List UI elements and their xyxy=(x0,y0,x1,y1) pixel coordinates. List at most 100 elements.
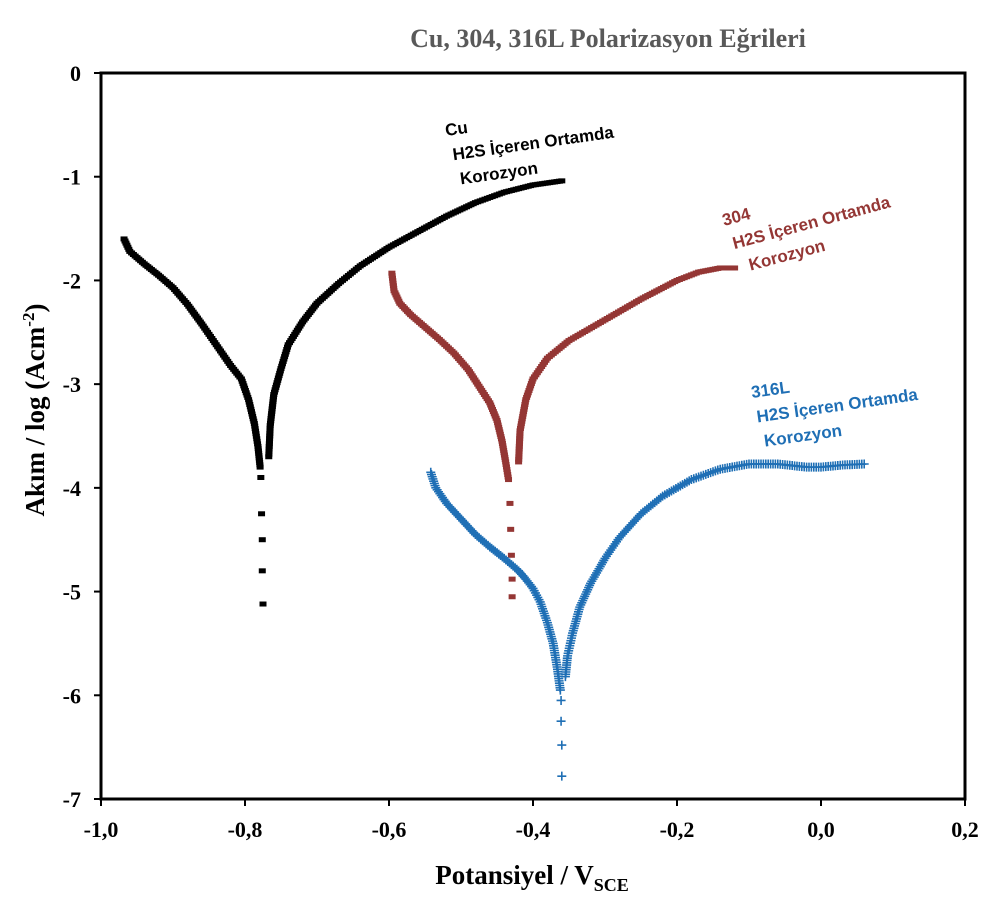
data-point xyxy=(504,474,512,480)
annotation-line: Korozyon xyxy=(763,421,843,451)
data-point xyxy=(515,454,523,460)
data-point xyxy=(266,430,274,436)
x-tick-label: -0,4 xyxy=(516,817,551,842)
data-point xyxy=(555,685,565,695)
data-point xyxy=(557,740,567,750)
data-point xyxy=(252,433,260,439)
data-point xyxy=(265,441,273,447)
y-axis-label-group: Akım / log (Acm-2) xyxy=(19,304,50,517)
data-point xyxy=(252,431,260,437)
data-point xyxy=(389,278,397,284)
y-axis-label: Akım / log (Acm-2) xyxy=(19,304,50,517)
data-point xyxy=(508,594,516,600)
data-point xyxy=(250,421,258,427)
data-point xyxy=(507,552,515,558)
data-point xyxy=(515,441,523,447)
data-point xyxy=(266,425,274,431)
data-point xyxy=(515,449,523,455)
y-tick-label: -6 xyxy=(63,683,81,708)
series-Cu xyxy=(120,178,566,607)
y-tick-label: 0 xyxy=(70,61,81,86)
data-point xyxy=(266,428,274,434)
data-point xyxy=(503,469,511,475)
data-point xyxy=(254,441,262,447)
data-point xyxy=(505,477,513,483)
data-point xyxy=(578,596,588,606)
x-tick-label: -1,0 xyxy=(84,817,119,842)
data-point xyxy=(516,433,524,439)
y-axis-label-close: ) xyxy=(20,304,50,313)
annotation-line: Cu xyxy=(444,118,469,140)
data-point xyxy=(731,265,739,271)
data-point xyxy=(389,280,397,286)
data-point xyxy=(579,593,589,603)
data-point xyxy=(507,526,515,532)
x-tick-label: -0,2 xyxy=(660,817,695,842)
chart-title: Cu, 304, 316L Polarizasyon Eğrileri xyxy=(410,24,806,53)
data-point xyxy=(575,602,585,612)
data-point xyxy=(253,436,261,442)
data-point xyxy=(583,585,593,595)
data-point xyxy=(557,771,567,781)
data-point xyxy=(516,436,524,442)
data-point xyxy=(515,456,523,462)
data-point xyxy=(516,438,524,444)
data-point xyxy=(252,428,260,434)
y-tick-label: -1 xyxy=(63,165,81,190)
data-point xyxy=(506,500,514,506)
y-tick-label: -7 xyxy=(63,787,81,812)
y-tick-label: -4 xyxy=(63,476,81,501)
data-point xyxy=(580,591,590,601)
data-point xyxy=(259,601,267,607)
data-point xyxy=(581,589,591,599)
data-point xyxy=(503,466,511,472)
data-point xyxy=(558,178,566,184)
data-point xyxy=(502,459,510,465)
data-point xyxy=(508,576,516,582)
y-axis-label-superscript: -2 xyxy=(19,313,38,327)
data-point xyxy=(504,472,512,478)
annotation-line: 304 xyxy=(720,204,753,230)
data-point xyxy=(265,449,273,455)
y-tick-label: -3 xyxy=(63,372,81,397)
series-304 xyxy=(388,265,739,600)
y-axis-label-main: Akım / log (Acm xyxy=(20,326,50,516)
data-point xyxy=(556,695,566,705)
y-tick-label: -5 xyxy=(63,580,81,605)
data-point xyxy=(584,583,594,593)
data-point xyxy=(253,438,261,444)
data-point xyxy=(258,511,266,517)
data-point xyxy=(258,537,266,543)
x-axis-label-main: Potansiyel / V xyxy=(435,860,594,890)
y-tick-label: -2 xyxy=(63,268,81,293)
data-point xyxy=(251,423,259,429)
x-tick-label: -0,8 xyxy=(228,817,263,842)
annotation-line: H2S İçeren Ortamda xyxy=(451,123,615,165)
axis-ticks: -1,0 -0,8 -0,6 -0,4 -0,2 0,0 0,2 0 -1 -2 -3 -4 -5 -6 -… xyxy=(63,61,979,842)
x-tick-label: -0,6 xyxy=(372,817,407,842)
annotation-line: 316L xyxy=(750,378,791,402)
data-point xyxy=(265,451,273,457)
data-point xyxy=(556,716,566,726)
data-point xyxy=(388,273,396,279)
series-316L xyxy=(426,459,869,781)
x-axis-label: Potansiyel / VSCE xyxy=(435,860,629,895)
data-point xyxy=(515,446,523,452)
data-point xyxy=(390,285,398,291)
data-point xyxy=(576,600,586,610)
data-point xyxy=(266,433,274,439)
data-point xyxy=(585,580,595,590)
data-point xyxy=(265,438,273,444)
data-series xyxy=(120,178,869,781)
data-point xyxy=(265,454,273,460)
x-tick-label: 0,0 xyxy=(807,817,835,842)
data-point xyxy=(502,464,510,470)
data-point xyxy=(388,275,396,281)
data-point xyxy=(515,451,523,457)
data-point xyxy=(256,464,264,470)
data-point xyxy=(389,283,397,289)
